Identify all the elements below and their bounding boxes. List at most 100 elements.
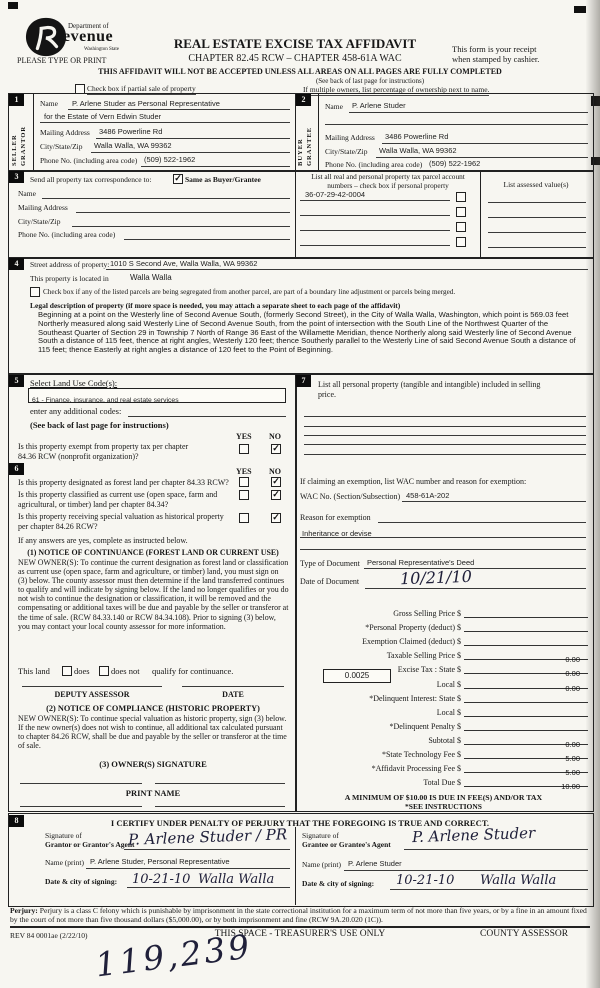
personal-property-line-2[interactable] bbox=[304, 426, 586, 427]
personal-property-line-4[interactable] bbox=[304, 444, 586, 445]
parcel-checkbox-2[interactable] bbox=[456, 207, 466, 217]
type-of-document-line[interactable] bbox=[364, 568, 586, 569]
parcel-checkbox-1[interactable] bbox=[456, 192, 466, 202]
money-line[interactable] bbox=[464, 635, 588, 647]
parcel-line-4[interactable] bbox=[300, 245, 450, 246]
exempt-no-checkbox[interactable]: ✓ bbox=[271, 443, 281, 454]
seller-city-line[interactable] bbox=[91, 152, 290, 153]
grantor-signature-line[interactable] bbox=[124, 849, 290, 850]
print-name-line-1[interactable] bbox=[20, 806, 142, 807]
money-line[interactable] bbox=[464, 621, 588, 633]
grantor-date-line[interactable] bbox=[127, 887, 290, 888]
money-section: Gross Selling Price $ *Personal Property (… bbox=[300, 600, 588, 791]
corr-name-label: Name bbox=[18, 189, 36, 198]
seller-phone-line[interactable] bbox=[141, 166, 290, 167]
reason-line-2[interactable] bbox=[300, 537, 586, 538]
assessor-date-line[interactable] bbox=[182, 686, 284, 687]
corr-name-line[interactable] bbox=[42, 198, 290, 199]
buyer-city-label: City/State/Zip bbox=[325, 147, 368, 156]
reason-exemption-line[interactable] bbox=[378, 522, 586, 523]
land-use-box bbox=[8, 373, 297, 812]
reason-line-3[interactable] bbox=[300, 549, 586, 550]
current-no-checkbox[interactable]: ✓ bbox=[271, 489, 281, 500]
date-of-document-value: 10/21/10 bbox=[399, 566, 473, 589]
historic-yes-checkbox[interactable] bbox=[239, 513, 249, 523]
dollar-sign: $ bbox=[457, 679, 461, 689]
forest-no-checkbox[interactable]: ✓ bbox=[271, 476, 281, 487]
same-as-buyer-checkbox[interactable]: ✓ bbox=[173, 173, 183, 184]
owner-signature-line-1[interactable] bbox=[20, 783, 142, 784]
qualify-label: qualify for continuance. bbox=[152, 666, 234, 676]
land-does-checkbox[interactable] bbox=[62, 666, 72, 676]
owner-signature-line-2[interactable] bbox=[155, 783, 285, 784]
segregated-checkbox[interactable] bbox=[30, 287, 40, 297]
buyer-name-line[interactable] bbox=[349, 112, 588, 113]
corr-city-line[interactable] bbox=[72, 226, 290, 227]
money-line[interactable]: 5.00 bbox=[464, 748, 588, 763]
money-line[interactable]: 0.00 bbox=[464, 663, 588, 678]
money-line[interactable] bbox=[464, 607, 588, 618]
street-address-line[interactable] bbox=[106, 269, 588, 270]
grantor-name-print-label: Name (print) bbox=[45, 858, 84, 867]
money-line[interactable]: 10.00 bbox=[464, 776, 588, 791]
historic-no-checkbox[interactable]: ✓ bbox=[271, 512, 281, 523]
money-value: 0.00 bbox=[565, 683, 580, 693]
land-use-code-select[interactable]: 61 - Finance, insurance, and real estate… bbox=[28, 388, 286, 404]
buyer-name-label: Name bbox=[325, 102, 343, 111]
money-line[interactable] bbox=[464, 720, 588, 731]
exempt-yes-checkbox[interactable] bbox=[239, 444, 249, 454]
seller-phone-label: Phone No. (including area code) bbox=[40, 156, 138, 165]
wac-number-line[interactable] bbox=[402, 501, 586, 502]
date-of-document-line[interactable] bbox=[365, 588, 586, 589]
forest-yes-checkbox[interactable] bbox=[239, 477, 249, 487]
deputy-assessor-line[interactable] bbox=[22, 686, 162, 687]
seller-mailing-line[interactable] bbox=[96, 138, 290, 139]
grantor-name-line[interactable] bbox=[86, 868, 290, 869]
grantor-name-print-value: P. Arlene Studer, Personal Representativ… bbox=[90, 857, 230, 866]
seller-name-line[interactable] bbox=[68, 109, 290, 110]
buyer-mailing-line[interactable] bbox=[382, 143, 588, 144]
money-label: Taxable Selling Price bbox=[386, 651, 455, 661]
money-line[interactable] bbox=[464, 706, 588, 717]
exempt-question-line1: Is this property exempt from property ta… bbox=[18, 442, 189, 451]
assessed-line-4[interactable] bbox=[488, 247, 586, 248]
money-line[interactable]: 5.00 bbox=[464, 762, 588, 777]
land-does-not-checkbox[interactable] bbox=[99, 666, 109, 676]
parcel-line-3[interactable] bbox=[300, 230, 450, 231]
assessed-line-3[interactable] bbox=[488, 232, 586, 233]
assessed-line-2[interactable] bbox=[488, 217, 586, 218]
money-line[interactable] bbox=[464, 692, 588, 703]
seller-name-line2[interactable] bbox=[40, 122, 290, 123]
buyer-city-line[interactable] bbox=[376, 157, 588, 158]
personal-property-line-3[interactable] bbox=[304, 435, 586, 436]
parcel-checkbox-4[interactable] bbox=[456, 237, 466, 247]
money-label: *Delinquent Penalty bbox=[389, 721, 455, 731]
assessed-line-1[interactable] bbox=[488, 202, 586, 203]
buyer-mailing-value: 3486 Powerline Rd bbox=[385, 132, 449, 141]
scan-mark bbox=[8, 2, 18, 9]
money-line[interactable]: 0.00 bbox=[464, 734, 588, 749]
additional-codes-line[interactable] bbox=[128, 416, 286, 417]
money-line[interactable]: 0.00 bbox=[464, 649, 588, 664]
print-name-line-2[interactable] bbox=[155, 806, 285, 807]
parcel-checkbox-3[interactable] bbox=[456, 222, 466, 232]
property-location-box bbox=[8, 257, 594, 375]
personal-property-line-1[interactable] bbox=[304, 416, 586, 417]
buyer-blank-line[interactable] bbox=[325, 124, 588, 125]
seller-city-label: City/State/Zip bbox=[40, 142, 83, 151]
corr-phone-line[interactable] bbox=[124, 239, 290, 240]
grantee-date-line[interactable] bbox=[390, 889, 588, 890]
divider bbox=[295, 170, 296, 257]
parcel-line-2[interactable] bbox=[300, 215, 450, 216]
corr-mailing-line[interactable] bbox=[76, 212, 290, 213]
grantee-signature-line[interactable] bbox=[404, 849, 588, 850]
current-yes-checkbox[interactable] bbox=[239, 490, 249, 500]
personal-property-line-5[interactable] bbox=[304, 454, 586, 455]
land-use-code-value: 61 - Finance, insurance, and real estate… bbox=[32, 397, 179, 404]
same-as-buyer-label: Same as Buyer/Grantee bbox=[185, 175, 261, 184]
parcel-line-1[interactable] bbox=[300, 200, 450, 201]
grantee-name-line[interactable] bbox=[344, 870, 588, 871]
current-use-line2: agricultural, or timber) land per chapte… bbox=[18, 499, 169, 509]
correspondence-box bbox=[8, 170, 594, 259]
money-line[interactable]: 0.00 bbox=[464, 678, 588, 693]
